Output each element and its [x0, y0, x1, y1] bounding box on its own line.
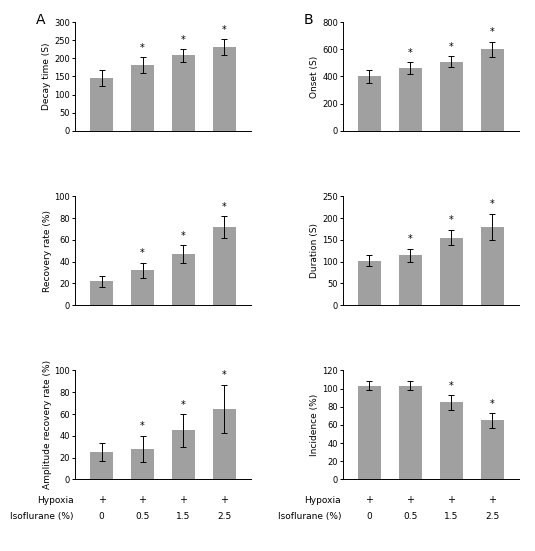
Text: +: + [220, 495, 228, 505]
Y-axis label: Decay time (S): Decay time (S) [42, 43, 51, 110]
Y-axis label: Amplitude recovery rate (%): Amplitude recovery rate (%) [42, 360, 51, 489]
Text: *: * [449, 215, 454, 225]
Y-axis label: Recovery rate (%): Recovery rate (%) [42, 210, 51, 291]
Text: 0: 0 [366, 512, 372, 521]
Bar [172, 56, 195, 131]
Bar [172, 254, 195, 305]
Text: *: * [490, 199, 495, 209]
Text: +: + [365, 495, 373, 505]
Bar [481, 420, 503, 479]
Text: +: + [407, 495, 414, 505]
Text: B: B [304, 13, 314, 28]
Bar [440, 402, 463, 479]
Text: 2.5: 2.5 [217, 512, 232, 521]
Y-axis label: Duration (S): Duration (S) [310, 223, 319, 278]
Text: *: * [140, 422, 145, 431]
Text: *: * [408, 47, 412, 57]
Bar [90, 78, 113, 131]
Bar [131, 449, 154, 479]
Bar [213, 227, 236, 305]
Text: Hypoxia: Hypoxia [304, 496, 341, 505]
Text: +: + [180, 495, 187, 505]
Bar [131, 271, 154, 305]
Bar [481, 227, 503, 305]
Bar [399, 386, 422, 479]
Text: Isoflurane (%): Isoflurane (%) [10, 512, 73, 521]
Y-axis label: Onset (S): Onset (S) [310, 55, 319, 98]
Text: *: * [140, 249, 145, 258]
Text: +: + [447, 495, 455, 505]
Bar [481, 49, 503, 131]
Text: *: * [490, 399, 495, 409]
Text: *: * [449, 381, 454, 391]
Text: *: * [181, 35, 186, 45]
Bar [213, 47, 236, 131]
Text: A: A [36, 13, 45, 28]
Bar [440, 237, 463, 305]
Text: 0.5: 0.5 [403, 512, 417, 521]
Text: Hypoxia: Hypoxia [37, 496, 73, 505]
Text: +: + [488, 495, 496, 505]
Text: *: * [449, 42, 454, 52]
Text: *: * [490, 28, 495, 37]
Bar [399, 255, 422, 305]
Text: 2.5: 2.5 [485, 512, 500, 521]
Text: 1.5: 1.5 [177, 512, 190, 521]
Bar [358, 77, 380, 131]
Text: *: * [222, 370, 227, 380]
Text: *: * [181, 399, 186, 410]
Bar [90, 281, 113, 305]
Text: *: * [140, 42, 145, 52]
Bar [358, 386, 380, 479]
Text: 0.5: 0.5 [135, 512, 150, 521]
Bar [399, 68, 422, 131]
Bar [358, 261, 380, 305]
Text: 1.5: 1.5 [444, 512, 458, 521]
Bar [213, 409, 236, 479]
Bar [440, 62, 463, 131]
Text: *: * [408, 234, 412, 244]
Text: *: * [222, 25, 227, 35]
Text: *: * [181, 231, 186, 241]
Bar [172, 430, 195, 479]
Y-axis label: Incidence (%): Incidence (%) [310, 394, 319, 456]
Text: Isoflurane (%): Isoflurane (%) [278, 512, 341, 521]
Bar [90, 452, 113, 479]
Bar [131, 65, 154, 131]
Text: 0: 0 [98, 512, 104, 521]
Text: +: + [139, 495, 147, 505]
Text: *: * [222, 202, 227, 212]
Text: +: + [97, 495, 105, 505]
